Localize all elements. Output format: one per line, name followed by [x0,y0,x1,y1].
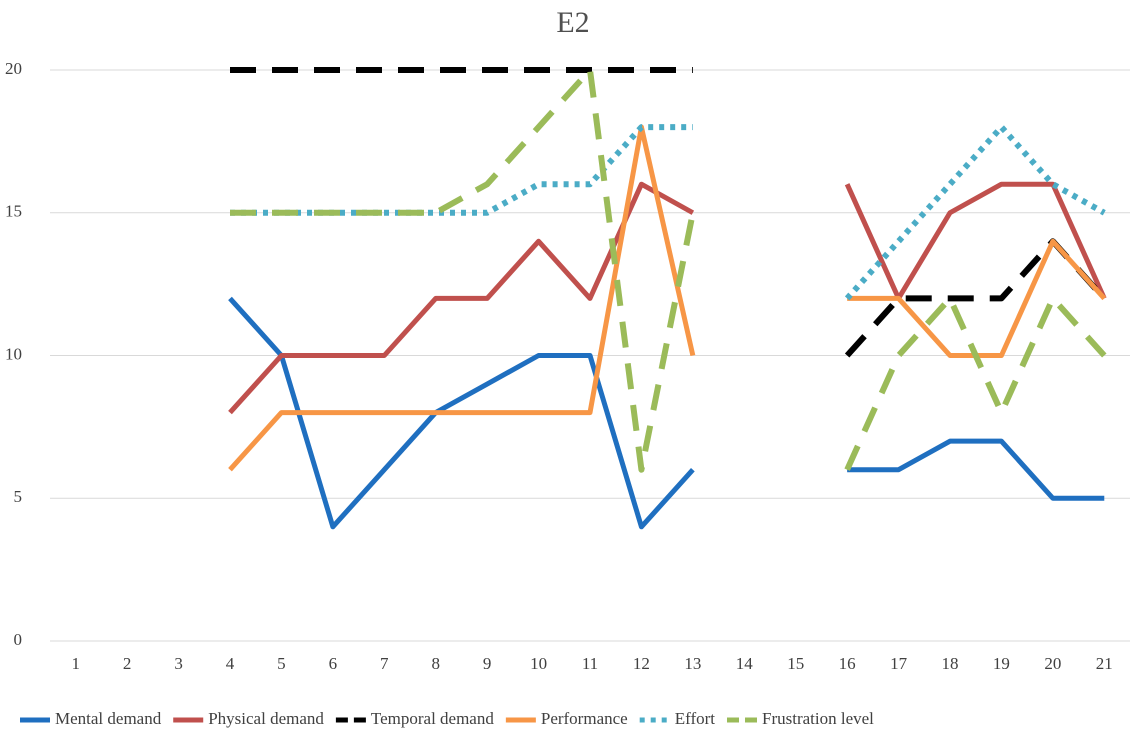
x-tick-label: 6 [329,654,338,673]
x-tick-label: 4 [226,654,235,673]
x-tick-label: 11 [582,654,598,673]
legend-label: Performance [541,709,628,728]
legend-label: Frustration level [762,709,874,728]
y-tick-label: 0 [14,630,23,649]
series-line [230,124,693,216]
y-tick-label: 5 [14,487,23,506]
x-tick-label: 5 [277,654,286,673]
x-tick-label: 13 [684,654,701,673]
x-tick-label: 21 [1096,654,1113,673]
series-line [228,181,695,415]
legend-label: Effort [675,709,716,728]
series-line [844,181,1107,301]
x-tick-label: 8 [431,654,440,673]
y-tick-label: 15 [5,202,22,221]
y-tick-label: 20 [5,59,22,78]
x-tick-label: 14 [736,654,754,673]
y-tick-label: 10 [5,344,22,363]
x-tick-label: 9 [483,654,492,673]
legend-label: Temporal demand [371,709,494,728]
x-tick-label: 18 [942,654,959,673]
chart-title: E2 [556,6,589,39]
series-line [228,296,695,530]
x-tick-label: 20 [1044,654,1061,673]
series-line [847,438,1105,501]
x-tick-label: 12 [633,654,650,673]
series-line [230,67,696,473]
legend-label: Physical demand [208,709,324,728]
x-tick-label: 17 [890,654,908,673]
x-tick-label: 1 [71,654,80,673]
series-line [844,295,1107,471]
series-line [228,124,696,472]
x-tick-label: 7 [380,654,389,673]
x-tick-label: 2 [123,654,132,673]
legend-label: Mental demand [55,709,162,728]
x-tick-label: 3 [174,654,183,673]
x-tick-label: 19 [993,654,1010,673]
x-tick-label: 15 [787,654,804,673]
x-tick-label: 10 [530,654,547,673]
x-tick-label: 16 [839,654,856,673]
